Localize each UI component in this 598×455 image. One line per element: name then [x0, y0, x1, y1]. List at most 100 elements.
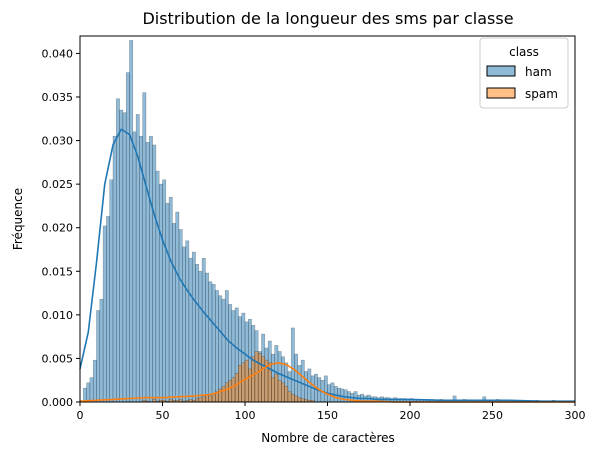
- x-tick-label: 200: [400, 409, 421, 422]
- histogram-bar-spam: [195, 398, 200, 403]
- y-axis-label: Fréquence: [11, 188, 25, 250]
- bars-layer: [83, 40, 576, 403]
- kde-line-spam: [79, 361, 575, 403]
- kde-layer: [79, 128, 575, 403]
- histogram-bar-ham: [99, 298, 104, 403]
- histogram-bar-ham: [175, 211, 180, 403]
- histogram-bar-spam: [224, 382, 229, 403]
- histogram-bar-ham: [119, 109, 124, 403]
- histogram-bar-ham: [116, 98, 120, 403]
- histogram-bar-spam: [290, 393, 295, 403]
- y-tick-label: 0.015: [42, 265, 74, 278]
- histogram-bar-spam: [261, 356, 266, 403]
- histogram-bar-ham: [452, 395, 457, 403]
- histogram-bar-spam: [205, 394, 209, 403]
- histogram-bar-ham: [300, 359, 305, 403]
- histogram-bar-spam: [251, 356, 256, 403]
- x-tick-label: 300: [565, 409, 586, 422]
- histogram-bar-ham: [132, 131, 137, 403]
- legend-label-spam: spam: [525, 87, 558, 101]
- histogram-bar-ham: [211, 284, 216, 403]
- histogram-bar-ham: [188, 257, 193, 403]
- x-tick-label: 50: [156, 409, 170, 422]
- histogram-bar-ham: [201, 257, 206, 403]
- histogram-bar-ham: [92, 359, 97, 403]
- histogram-bar-ham: [155, 170, 160, 403]
- histogram-bar-spam: [300, 398, 305, 403]
- histogram-bar-ham: [168, 196, 173, 403]
- histogram-bar-ham: [205, 272, 209, 403]
- x-tick-label: 100: [235, 409, 256, 422]
- histogram-bar-ham: [86, 382, 91, 403]
- histogram-bar-ham: [185, 240, 190, 403]
- y-tick-label: 0.000: [42, 396, 74, 409]
- histogram-bar-spam: [284, 386, 289, 403]
- histogram-bar-spam: [231, 377, 236, 403]
- histogram-bar-spam: [221, 386, 226, 403]
- x-tick-label: 150: [317, 409, 338, 422]
- histogram-bar-ham: [149, 135, 153, 403]
- legend-swatch-ham: [486, 65, 516, 77]
- histogram-bar-ham: [125, 72, 130, 403]
- histogram-bar-ham: [112, 135, 117, 403]
- histogram-bar-spam: [208, 395, 213, 403]
- histogram-bar-spam: [271, 377, 275, 403]
- histogram-bar-ham: [165, 203, 170, 403]
- histogram-bar-ham: [145, 142, 150, 403]
- y-tick-label: 0.030: [42, 135, 74, 148]
- histogram-bar-ham: [330, 382, 335, 403]
- histogram-bar-ham: [83, 387, 87, 403]
- ticks-layer: 0 50 100 150 200 250 300 0.000 0.005 0.010 0.015 0.…: [42, 47, 586, 422]
- histogram-bar-spam: [297, 397, 302, 403]
- histogram-bar-ham: [182, 246, 186, 403]
- histogram-bar-ham: [323, 375, 328, 403]
- histogram-bar-ham: [297, 365, 302, 403]
- histogram-bar-spam: [294, 395, 299, 403]
- histogram-bar-spam: [254, 351, 259, 403]
- histogram-bar-ham: [191, 251, 196, 403]
- histogram-bar-ham: [102, 225, 107, 403]
- histogram-bar-ham: [109, 179, 114, 403]
- histogram-bar-ham: [152, 144, 157, 403]
- histogram-bar-ham: [139, 135, 143, 403]
- histogram-bar-spam: [241, 362, 246, 403]
- histogram-bar-ham: [218, 295, 223, 403]
- kde-line-ham: [79, 128, 575, 402]
- histogram-bar-spam: [211, 393, 216, 403]
- histogram-bar-ham: [106, 216, 110, 403]
- histogram-bar-spam: [244, 359, 249, 403]
- histogram-bar-ham: [142, 92, 147, 403]
- histogram-bar-ham: [198, 271, 203, 403]
- histogram-bar-ham: [162, 179, 167, 403]
- histogram-bar-spam: [201, 396, 206, 403]
- histogram-bar-ham: [215, 290, 219, 403]
- histogram-bar-ham: [178, 229, 183, 403]
- histogram-bar-ham: [294, 353, 299, 403]
- legend-swatch-spam: [486, 87, 516, 99]
- histogram-bar-ham: [89, 377, 94, 403]
- histogram-bar-ham: [158, 183, 163, 403]
- legend-title: class: [509, 45, 539, 59]
- histogram-bar-spam: [228, 379, 233, 403]
- y-tick-label: 0.010: [42, 309, 74, 322]
- x-tick-label: 250: [482, 409, 503, 422]
- histogram-bar-ham: [122, 112, 127, 403]
- histogram-bar-ham: [172, 223, 176, 403]
- histogram-bar-spam: [198, 397, 203, 403]
- histogram-bar-spam: [287, 391, 292, 403]
- chart-title: Distribution de la longueur des sms par …: [142, 9, 513, 28]
- y-tick-label: 0.040: [42, 47, 74, 60]
- y-tick-label: 0.020: [42, 222, 74, 235]
- histogram-bar-spam: [281, 382, 285, 403]
- x-axis-label: Nombre de caractères: [261, 431, 395, 445]
- histogram-bar-spam: [257, 352, 262, 403]
- histogram-bar-spam: [277, 379, 282, 403]
- histogram-bar-spam: [248, 368, 252, 403]
- x-tick-label: 0: [77, 409, 84, 422]
- histogram-bar-ham: [195, 264, 200, 403]
- y-tick-label: 0.025: [42, 178, 74, 191]
- legend: class ham spam: [479, 37, 569, 109]
- y-tick-label: 0.035: [42, 91, 74, 104]
- histogram-bar-ham: [129, 40, 134, 403]
